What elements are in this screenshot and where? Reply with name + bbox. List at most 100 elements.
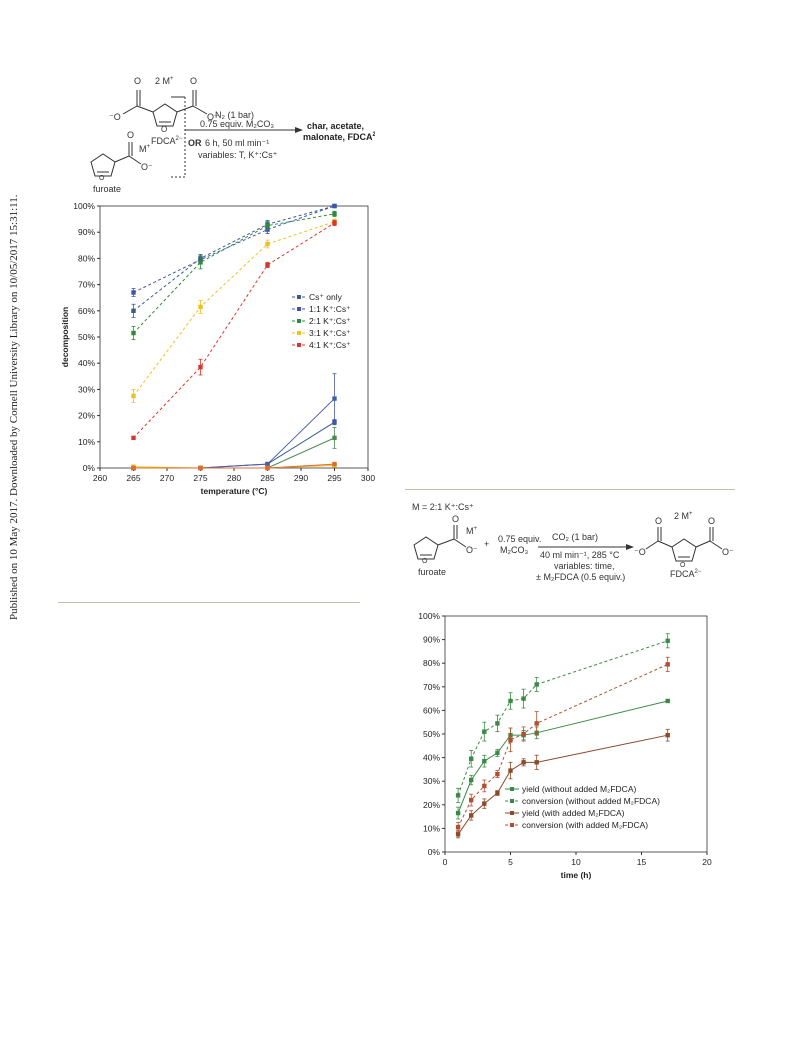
y-tick-label: 70% [423,682,440,692]
data-point [521,696,526,701]
data-point [495,750,500,756]
data-point [265,241,270,247]
svg-text:O⁻: O⁻ [141,162,153,172]
legend-label: 3:1 K⁺:Cs⁺ [309,328,351,338]
series-line [133,437,335,469]
data-point [469,777,474,783]
y-tick-label: 80% [423,658,440,668]
data-point [131,393,136,399]
y-tick-label: 20% [78,411,95,421]
furoate-label-2: furoate [418,567,446,577]
x-tick-label: 300 [361,473,375,483]
data-point [198,364,203,370]
product-label: FDCA2− [670,569,702,579]
svg-text:O: O [190,76,197,86]
legend-marker [297,319,301,323]
x-tick-label: 265 [126,473,140,483]
scheme2-cond-4: ± M₂FDCA (0.5 equiv.) [536,572,625,582]
x-tick-label: 275 [193,473,207,483]
y-tick-label: 70% [78,280,95,290]
download-note: Published on 10 May 2017. Downloaded by … [8,194,20,621]
y-tick-label: 100% [418,611,440,621]
series-line [133,463,335,469]
y-tick-label: 30% [78,384,95,394]
data-point [455,793,461,798]
data-point [332,396,337,401]
svg-text:O: O [452,514,459,524]
data-point [265,223,270,228]
data-point [508,768,513,773]
y-tick-label: 10% [423,823,440,833]
data-point [665,662,670,667]
furoate-charge-2: M+ [466,526,478,536]
legend-label: 4:1 K⁺:Cs⁺ [309,340,351,350]
data-point [508,737,513,743]
x-tick-label: 280 [227,473,241,483]
svg-text:⁻O: ⁻O [109,112,121,122]
y-tick-label: 60% [78,306,95,316]
y-axis-label: decomposition [60,307,70,367]
data-point [332,203,337,209]
data-point [455,832,461,837]
data-point [131,435,136,441]
x-tick-label: 0 [443,857,448,867]
legend-marker [510,811,514,815]
series-line [133,205,335,312]
reagent-line-1: 0.75 equiv. [498,534,541,544]
legend-marker [510,787,514,791]
data-point [332,461,337,467]
divider-left [58,602,360,603]
y-tick-label: 80% [78,253,95,263]
yield-conversion-time-chart: 0% 10% 20% 30% 40% 50% 60% 70% 80% 90% 100% 0 5 10 15 2… [418,611,712,880]
scheme1-cond-2: 0.75 equiv. M₂CO₃ [200,119,274,129]
legend-marker [297,331,301,335]
y-tick-label: 60% [423,705,440,715]
series-line [133,205,335,293]
data-point [198,260,203,265]
fdca-charge: 2 M+ [155,76,174,86]
data-point [482,801,487,806]
m-definition: M = 2:1 K⁺:Cs⁺ [412,502,474,512]
y-tick-label: 0% [83,463,96,473]
y-tick-label: 50% [423,729,440,739]
data-point [265,461,270,467]
fdca-label: FDCA2− [151,136,183,146]
svg-text:O: O [127,130,134,140]
furoate-label: furoate [93,184,121,194]
data-point [469,797,474,803]
y-tick-label: 20% [423,800,440,810]
x-axis-label: time (h) [561,870,592,880]
legend-marker [510,823,514,827]
y-tick-label: 0% [428,847,441,857]
x-tick-label: 15 [637,857,647,867]
svg-text:O: O [655,516,662,526]
legend-label: conversion (without added M₂FDCA) [522,796,660,806]
x-tick-label: 295 [327,473,341,483]
series-line [133,421,335,469]
data-point [521,760,526,765]
legend-label: 1:1 K⁺:Cs⁺ [309,304,351,314]
legend-label: 2:1 K⁺:Cs⁺ [309,316,351,326]
data-point [469,756,474,761]
data-point [332,211,337,217]
svg-text:O: O [422,558,428,565]
data-point [495,721,500,726]
data-point [455,810,461,816]
data-point [131,290,136,295]
svg-text:O: O [161,125,167,134]
series-line [457,640,668,796]
x-tick-label: 260 [93,473,107,483]
scheme1-cond-4: variables: T, K⁺:Cs⁺ [198,150,278,160]
y-tick-label: 10% [78,437,95,447]
fdca-structure [122,90,208,127]
x-axis-label: temperature (°C) [201,486,268,496]
series-line [133,222,335,439]
data-point [482,758,487,764]
svg-text:O: O [99,175,105,182]
svg-text:O⁻: O⁻ [207,112,219,122]
x-tick-label: 5 [508,857,513,867]
plus-sign: + [484,539,489,549]
y-tick-label: 40% [78,358,95,368]
data-point [534,760,539,765]
fdca-product-structure [645,527,723,562]
